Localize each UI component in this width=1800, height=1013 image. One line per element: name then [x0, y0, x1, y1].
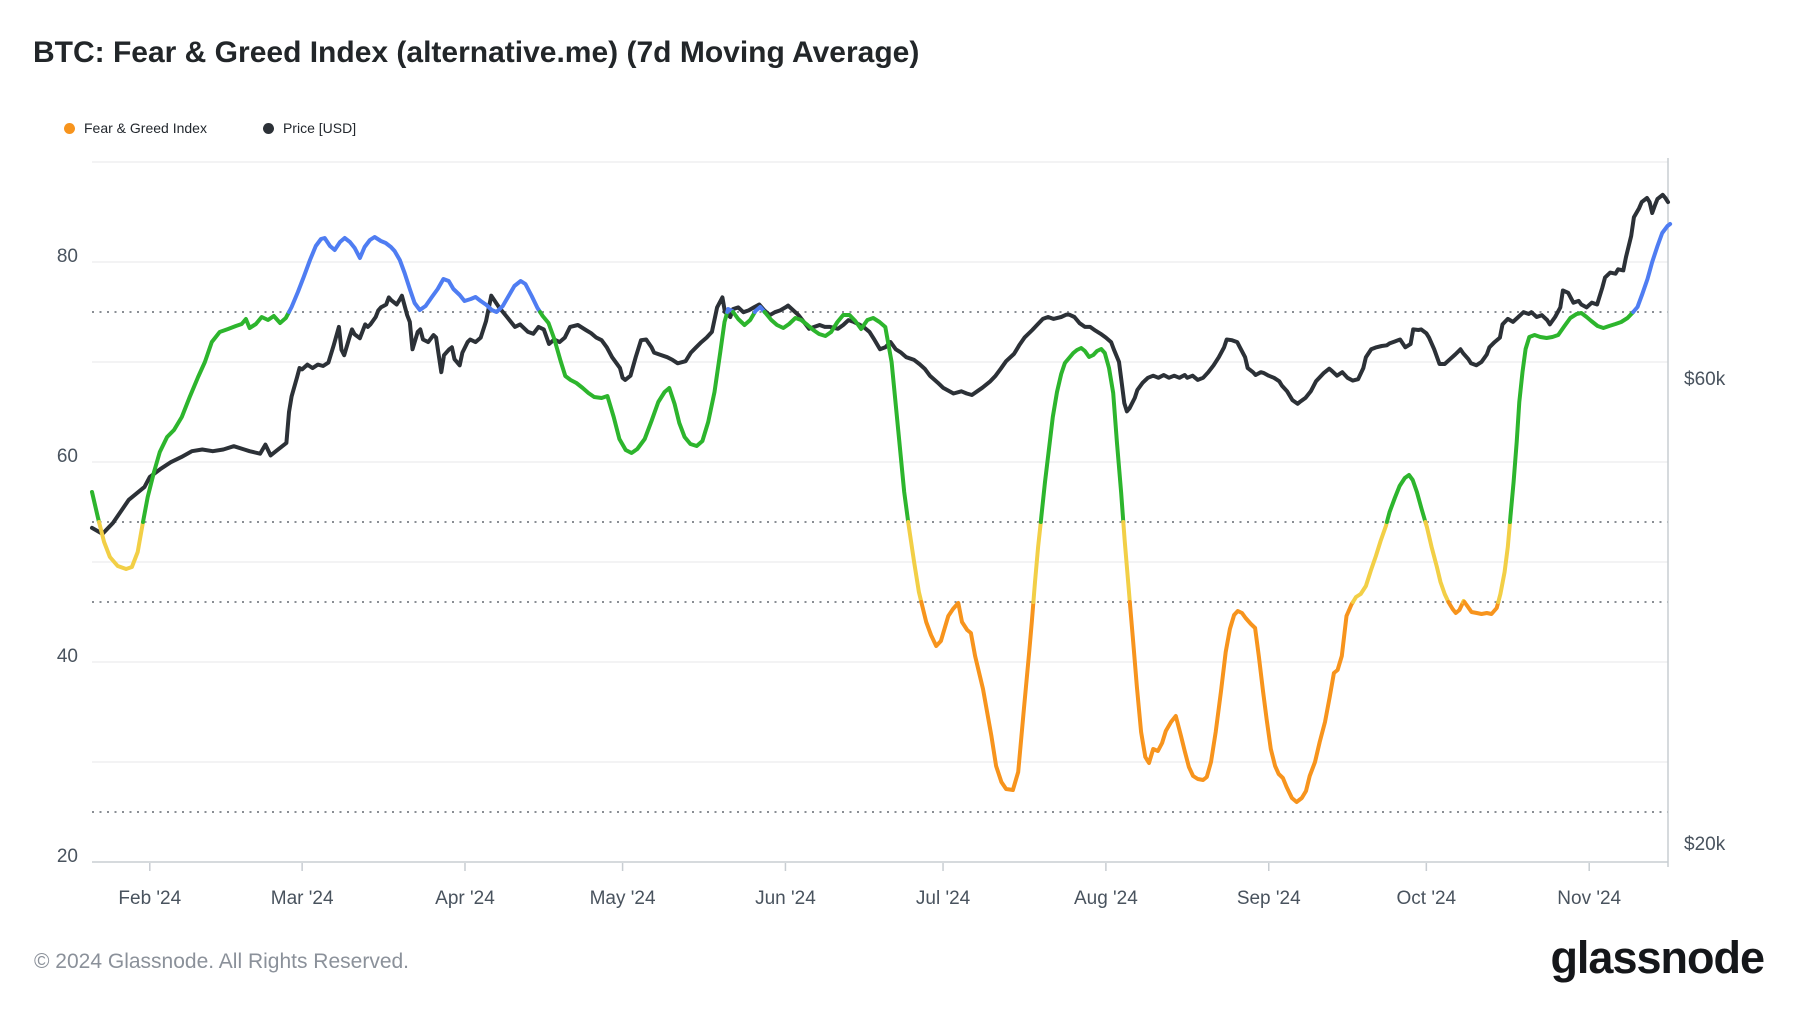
x-axis-label: May '24 [590, 888, 656, 909]
y-axis-right-label: $20k [1684, 834, 1726, 855]
legend-dot-price-icon [262, 122, 274, 134]
legend: Fear & Greed Index Price [USD] [64, 120, 356, 136]
footer-copyright: © 2024 Glassnode. All Rights Reserved. [34, 950, 410, 973]
fear-greed-line-segment [1496, 520, 1512, 604]
fear-greed-line-segment [1031, 520, 1043, 604]
x-axis-label: Aug '24 [1074, 888, 1138, 909]
legend-label-price: Price [USD] [282, 120, 357, 136]
y-axis-left-label: 60 [57, 446, 78, 467]
y-axis-left-label: 40 [57, 646, 78, 667]
x-axis-label: Apr '24 [435, 888, 495, 909]
fear-greed-line-segment [141, 310, 291, 524]
price-line [90, 192, 1670, 536]
fear-greed-line-segment [906, 520, 924, 604]
fear-greed-line-segment [90, 490, 101, 524]
y-axis-right-label: $60k [1684, 369, 1726, 390]
fear-greed-line-segment [919, 600, 1036, 792]
legend-label-fear-greed: Fear & Greed Index [84, 120, 207, 136]
y-axis-left-label: 20 [57, 846, 78, 867]
fear-greed-line-segment [1631, 222, 1673, 314]
x-axis-label: Feb '24 [118, 888, 181, 909]
fear-greed-line-segment [538, 310, 730, 455]
fear-greed-line-segment [1127, 600, 1355, 804]
page-title: BTC: Fear & Greed Index (alternative.me)… [33, 36, 920, 69]
fear-greed-line-segment [1038, 346, 1126, 524]
fear-greed-line-segment [1508, 310, 1636, 524]
glassnode-logo[interactable]: glassnode [1550, 932, 1765, 983]
fear-greed-line-segment [287, 235, 543, 314]
fear-greed-line-segment [1351, 520, 1389, 604]
fear-greed-line-segment [1446, 600, 1466, 615]
fear-greed-line-segment [97, 520, 145, 571]
fear-greed-line-segment [1462, 600, 1501, 616]
legend-item-fear-greed[interactable]: Fear & Greed Index [64, 120, 207, 136]
x-axis-label: Mar '24 [271, 888, 334, 909]
x-axis-label: Oct '24 [1397, 888, 1457, 909]
fear-greed-line-segment [752, 305, 767, 314]
x-axis-label: Nov '24 [1557, 888, 1621, 909]
legend-dot-fear-greed-icon [64, 122, 75, 134]
fear-greed-line-segment [1423, 520, 1451, 604]
x-axis-label: Jun '24 [755, 888, 816, 909]
legend-item-price[interactable]: Price [USD] [262, 120, 357, 136]
fear-greed-line-segment [1121, 520, 1132, 604]
fear-greed-line-segment [762, 310, 911, 524]
x-axis-label: Sep '24 [1237, 888, 1301, 909]
fear-greed-line-segment [1384, 473, 1428, 524]
y-axis-left-label: 80 [57, 246, 78, 267]
fear-greed-line-segment [731, 310, 757, 327]
x-axis-label: Jul '24 [916, 888, 971, 909]
